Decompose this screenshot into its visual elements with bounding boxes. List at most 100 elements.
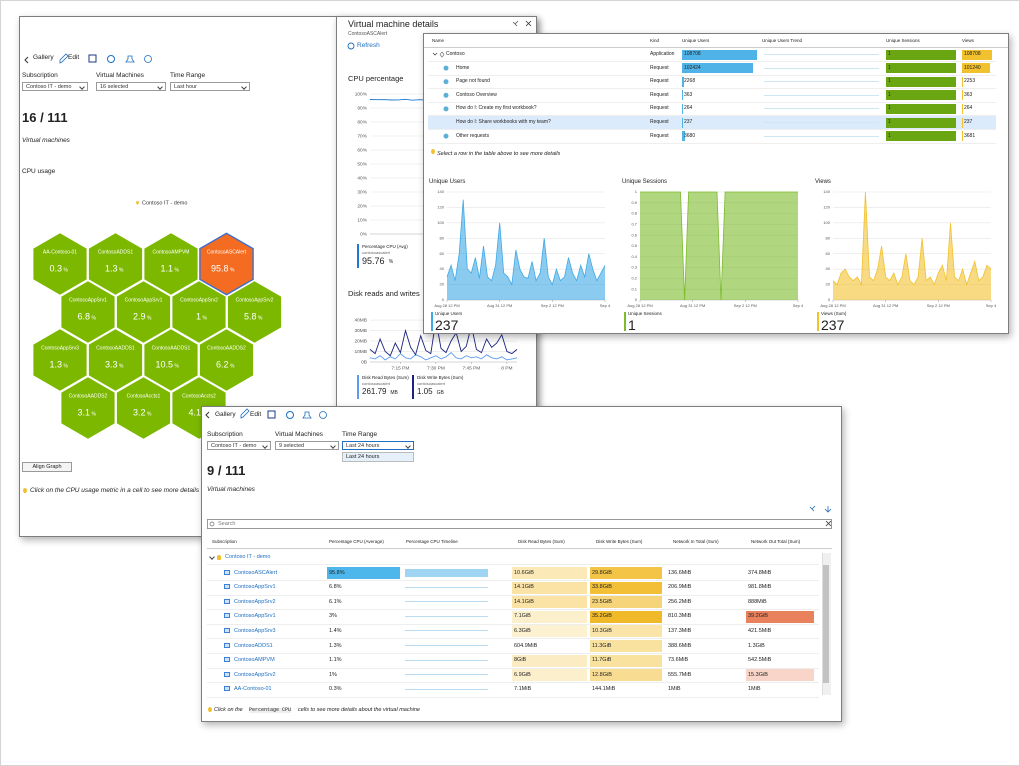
cell-value: 542.5MiB [748,657,772,664]
hex-cell[interactable] [227,281,282,343]
filter-select[interactable]: 9 selected [275,441,339,450]
filter-select[interactable]: Contoso IT - demo [207,441,271,450]
pin-icon[interactable] [809,505,816,512]
filter-select[interactable]: 16 selected [96,82,166,91]
table-row[interactable]: Contoso Overview Request 363 1 363 [428,89,996,103]
hex-cell[interactable] [199,232,254,296]
x-tick-label: Sep 2 12 PM [541,303,564,308]
cell-value: 11.3GiB [592,642,612,649]
filter-select[interactable]: Last hour [170,82,250,91]
y-tick-label: 10MB [354,349,367,355]
hex-cell[interactable] [61,281,115,343]
back-icon [205,411,210,419]
vm-link[interactable]: ContosoAppSrv2 [234,671,276,678]
vm-link[interactable]: ContosoAMPVM [234,657,275,664]
cell-kind: Application [650,51,675,57]
table-row[interactable]: How do I: Create my first workbook? Reque… [428,102,996,117]
table-row[interactable]: ContosoAppSrv3 1.4% 6.3GiB 10.3GiB 137.3MiB 4… [207,624,819,640]
table-row[interactable]: ContosoAMPVM 1.1% 8GiB 11.7GiB 73.6MiB 542.5M… [207,654,819,669]
hex-unit: % [175,267,180,273]
hint-icon [23,488,27,493]
table-row[interactable]: ContosoADDS1 1.3% 604.9MiB 11.3GiB 388.6MiB 1… [207,639,819,654]
y-tick-label: 1 [635,189,638,194]
cell-value: 7.1GiB [514,613,531,620]
hex-name: ContosoAADDS1 [96,345,135,351]
toolbar-edit[interactable]: Edit [68,54,80,61]
trend-line [764,108,879,110]
cell-value: 1MiB [748,686,761,693]
table-row[interactable]: Home Request 102424 1 101240 [428,62,996,76]
vm-link[interactable]: ContosoASCAlert [234,569,278,576]
table-row[interactable]: ContosoAppSrv1 6.8% 14.1GiB 33.8GiB 206.9MiB… [207,581,819,596]
hex-cell[interactable] [144,233,198,295]
download-icon[interactable] [824,506,832,513]
bar [886,49,956,60]
series-line [369,351,518,361]
cell-value: 73.6MiB [668,657,689,664]
hex-cell[interactable] [144,329,198,391]
hex-value: 6.8 [77,311,90,321]
table-row[interactable]: ContosoAppSrv1 3% 7.1GiB 35.2GiB 810.3MiB 39.… [207,610,819,625]
align-button[interactable]: Align Graph [22,462,72,472]
hex-cell[interactable] [116,377,171,439]
y-tick-label: 50% [357,161,367,167]
cell-value: 1 [888,91,891,98]
vm-link[interactable]: ContosoAppSrv2 [234,598,276,605]
hex-name: ContosoASCAlert [207,249,247,255]
count: 9 / 111 [207,463,246,478]
clear-icon[interactable] [825,520,832,527]
timeline [405,586,488,588]
cell-fill [590,625,662,638]
toolbar-edit[interactable]: Edit [250,411,262,418]
tile-resource: contosoascalert [417,381,446,386]
search-box[interactable]: Search [207,519,832,529]
toolbar-gallery[interactable]: Gallery [215,411,236,418]
hex-cell[interactable] [172,281,226,343]
hex-cell[interactable] [88,233,143,295]
table-row[interactable]: Contoso Application 108708 1 108708 [428,48,996,62]
hex-cell[interactable] [61,377,115,439]
table-row[interactable]: AA-Contoso-01 0.3% 7.1MiB 144.1MiB 1MiB 1MiB [207,683,819,698]
cell-kind: Request [650,105,669,112]
cell-value: 1 [888,64,891,71]
hex-cell[interactable] [33,233,87,295]
toolbar-gallery[interactable]: Gallery [33,54,54,61]
series-area [833,192,991,300]
filter-select[interactable]: Last 24 hours [342,441,414,450]
trend-line [764,94,879,96]
filter-select[interactable]: Contoso IT - demo [22,82,88,91]
hex-cell[interactable] [88,329,143,391]
vm-link[interactable]: ContosoAppSrv3 [234,627,276,634]
cell-fill [327,567,400,579]
hex-name: ContosoAADDS1 [152,345,191,351]
vm-icon [224,657,230,663]
cell-value: 264 [964,105,973,112]
hex-unit: % [147,315,152,321]
table-row[interactable]: ContosoASCAlert 95.8% 10.6GiB 29.8GiB 136.6M… [207,566,819,581]
table-row[interactable]: Other requests Request 3680 1 3681 [428,130,996,144]
cell-name: Home [456,64,470,71]
trend-line [764,135,879,137]
table-row[interactable]: ContosoAppSrv2 1% 6.9GiB 12.8GiB 555.7MiB 15.… [207,668,819,684]
series-line [446,199,606,286]
hex-value: 3.3 [105,359,118,369]
vm-link[interactable]: AA-Contoso-01 [234,686,272,693]
group-row[interactable]: Contoso IT - demo [207,552,819,565]
tile-bar [412,375,414,399]
table-row[interactable]: ContosoAppSrv2 6.1% 14.1GiB 23.5GiB 256.2MiB… [207,595,819,611]
refresh-button[interactable]: Refresh [357,42,380,49]
hex-cell[interactable] [199,329,254,391]
vm-link[interactable]: ContosoAppSrv1 [234,613,276,620]
y-tick-label: 0.8 [631,211,637,216]
vm-icon [224,627,230,633]
table-row[interactable]: How do I: Share workbooks with my team? R… [428,116,996,130]
cell-value: 1MiB [668,686,681,693]
hex-cell[interactable] [116,281,171,343]
vm-link[interactable]: ContosoADDS1 [234,642,273,649]
table-row[interactable]: Page not found Request 2268 1 2253 [428,75,996,90]
vm-link[interactable]: ContosoAppSrv1 [234,584,276,591]
request-icon [443,106,449,112]
hex-cell[interactable] [33,329,87,391]
dropdown-option[interactable]: Last 24 hours [342,452,414,462]
cell-value: 3% [329,613,337,620]
